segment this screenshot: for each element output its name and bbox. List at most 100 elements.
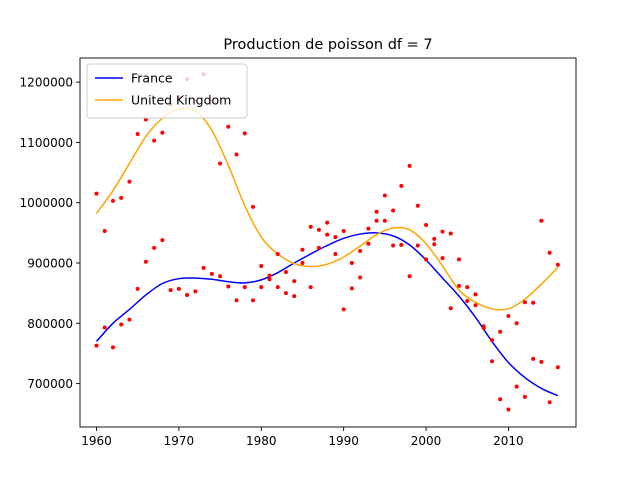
data-point — [522, 394, 527, 399]
data-point — [234, 152, 239, 157]
data-point — [283, 270, 288, 275]
y-tick-label: 1200000 — [20, 76, 73, 90]
data-point — [440, 256, 445, 261]
data-point — [234, 298, 239, 303]
data-point — [308, 224, 313, 229]
data-point — [399, 242, 404, 247]
data-point — [448, 306, 453, 311]
data-point — [415, 243, 420, 248]
data-point — [143, 259, 148, 264]
data-point — [226, 284, 231, 289]
data-point — [432, 242, 437, 247]
data-point — [391, 243, 396, 248]
legend-label: United Kingdom — [131, 93, 231, 108]
data-point — [498, 397, 503, 402]
data-point — [152, 245, 157, 250]
data-point — [531, 300, 536, 305]
data-point — [251, 298, 256, 303]
data-point — [465, 285, 470, 290]
data-point — [506, 407, 511, 412]
data-point — [415, 203, 420, 208]
data-point — [135, 286, 140, 291]
data-point — [201, 265, 206, 270]
data-point — [539, 359, 544, 364]
data-point — [349, 286, 354, 291]
y-tick-label: 1000000 — [20, 196, 73, 210]
data-point — [152, 138, 157, 143]
data-point — [547, 400, 552, 405]
data-point — [498, 329, 503, 334]
data-point — [259, 264, 264, 269]
data-point — [382, 193, 387, 198]
data-point — [119, 195, 124, 200]
data-point — [242, 131, 247, 136]
data-point — [473, 292, 478, 297]
data-point — [432, 236, 437, 241]
data-point — [341, 307, 346, 312]
data-point — [119, 322, 124, 327]
data-point — [242, 285, 247, 290]
data-point — [267, 277, 272, 282]
data-point — [209, 271, 214, 276]
data-point — [168, 288, 173, 293]
data-point — [448, 231, 453, 236]
data-point — [440, 229, 445, 234]
axes-frame — [79, 57, 577, 428]
data-point — [407, 163, 412, 168]
data-point — [514, 384, 519, 389]
data-point — [424, 257, 429, 262]
y-tick-label: 800000 — [27, 317, 73, 331]
series-line-0 — [95, 232, 559, 397]
data-point — [555, 365, 560, 370]
data-point — [110, 198, 115, 203]
data-point — [358, 248, 363, 253]
data-point — [127, 317, 132, 322]
data-point — [349, 261, 354, 265]
data-point — [539, 218, 544, 223]
data-point — [555, 262, 560, 267]
legend-box — [86, 63, 248, 119]
data-point — [94, 343, 99, 348]
data-point — [489, 338, 494, 343]
chart-title: Production de poisson df = 7 — [223, 37, 432, 53]
data-point — [325, 232, 330, 237]
data-point — [251, 204, 256, 209]
data-point — [473, 303, 478, 308]
data-point — [218, 161, 223, 166]
data-point — [316, 227, 321, 232]
data-point — [308, 285, 313, 290]
data-point — [341, 229, 346, 234]
data-point — [102, 325, 107, 330]
y-tick-label: 700000 — [27, 377, 73, 391]
data-point — [489, 359, 494, 364]
x-tick-label: 1990 — [328, 434, 359, 448]
data-point — [102, 229, 107, 234]
data-point — [176, 286, 181, 291]
data-point — [292, 279, 297, 284]
data-point — [300, 261, 305, 265]
legend: France United Kingdom — [86, 63, 248, 119]
axes-border — [79, 57, 577, 428]
data-point — [366, 226, 371, 231]
data-point — [399, 183, 404, 188]
data-point — [292, 294, 297, 299]
data-point — [275, 285, 280, 290]
data-point — [333, 251, 338, 256]
x-tick-label: 2000 — [411, 434, 442, 448]
data-point — [275, 251, 280, 256]
data-point — [316, 245, 321, 250]
data-point — [300, 247, 305, 252]
data-point — [325, 220, 330, 225]
x-axis: 1960 1970 1980 1990 2000 2010 — [81, 427, 524, 448]
data-point — [506, 314, 511, 319]
data-point — [531, 356, 536, 361]
data-point — [193, 289, 198, 294]
data-point — [283, 291, 288, 296]
data-point — [185, 292, 190, 297]
data-point — [481, 326, 486, 331]
data-point — [94, 191, 99, 196]
data-point — [391, 208, 396, 213]
x-tick-label: 1960 — [81, 434, 112, 448]
data-point — [135, 131, 140, 136]
